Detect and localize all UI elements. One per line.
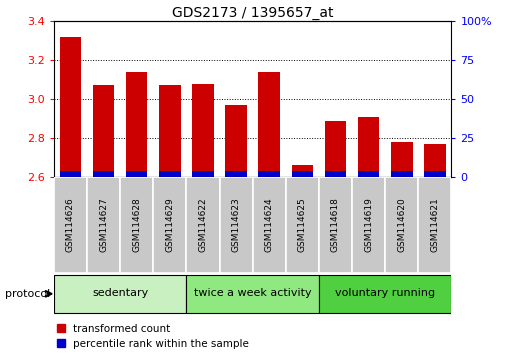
Bar	[325, 120, 346, 177]
Bar	[291, 171, 313, 177]
Bar	[126, 171, 147, 177]
Text: GSM114621: GSM114621	[430, 198, 439, 252]
Text: sedentary: sedentary	[92, 288, 148, 298]
Text: GSM114623: GSM114623	[231, 198, 241, 252]
Text: GSM114629: GSM114629	[165, 198, 174, 252]
Text: protocol: protocol	[5, 289, 50, 299]
Title: GDS2173 / 1395657_at: GDS2173 / 1395657_at	[172, 6, 333, 20]
Bar	[225, 171, 247, 177]
Bar	[120, 177, 153, 273]
Text: GSM114628: GSM114628	[132, 198, 141, 252]
Bar	[93, 86, 114, 177]
Bar	[60, 171, 81, 177]
Bar	[358, 116, 380, 177]
Text: GSM114620: GSM114620	[397, 198, 406, 252]
Bar	[159, 171, 181, 177]
Bar	[192, 171, 214, 177]
Bar	[220, 177, 252, 273]
Bar	[54, 275, 186, 313]
Text: GSM114626: GSM114626	[66, 198, 75, 252]
Text: GSM114625: GSM114625	[298, 198, 307, 252]
Bar	[418, 177, 451, 273]
Text: GSM114624: GSM114624	[265, 198, 274, 252]
Text: twice a week activity: twice a week activity	[194, 288, 311, 298]
Bar	[325, 171, 346, 177]
Bar	[93, 171, 114, 177]
Bar	[159, 86, 181, 177]
Bar	[319, 177, 352, 273]
Bar	[225, 105, 247, 177]
Text: GSM114618: GSM114618	[331, 197, 340, 252]
Bar	[192, 84, 214, 177]
Bar	[54, 177, 87, 273]
Bar	[319, 275, 451, 313]
Bar	[259, 72, 280, 177]
Bar	[291, 165, 313, 177]
Bar	[391, 171, 412, 177]
Legend: transformed count, percentile rank within the sample: transformed count, percentile rank withi…	[56, 324, 249, 349]
Bar	[87, 177, 120, 273]
Bar	[252, 177, 286, 273]
Bar	[424, 144, 446, 177]
Text: voluntary running: voluntary running	[335, 288, 435, 298]
Bar	[424, 171, 446, 177]
Text: GSM114627: GSM114627	[99, 198, 108, 252]
Bar	[153, 177, 186, 273]
Bar	[259, 171, 280, 177]
Bar	[286, 177, 319, 273]
Bar	[60, 37, 81, 177]
Bar	[186, 275, 319, 313]
Text: GSM114619: GSM114619	[364, 197, 373, 252]
Bar	[186, 177, 220, 273]
Text: GSM114622: GSM114622	[199, 198, 207, 252]
Bar	[385, 177, 418, 273]
Bar	[358, 171, 380, 177]
Bar	[352, 177, 385, 273]
Bar	[391, 142, 412, 177]
Bar	[126, 72, 147, 177]
